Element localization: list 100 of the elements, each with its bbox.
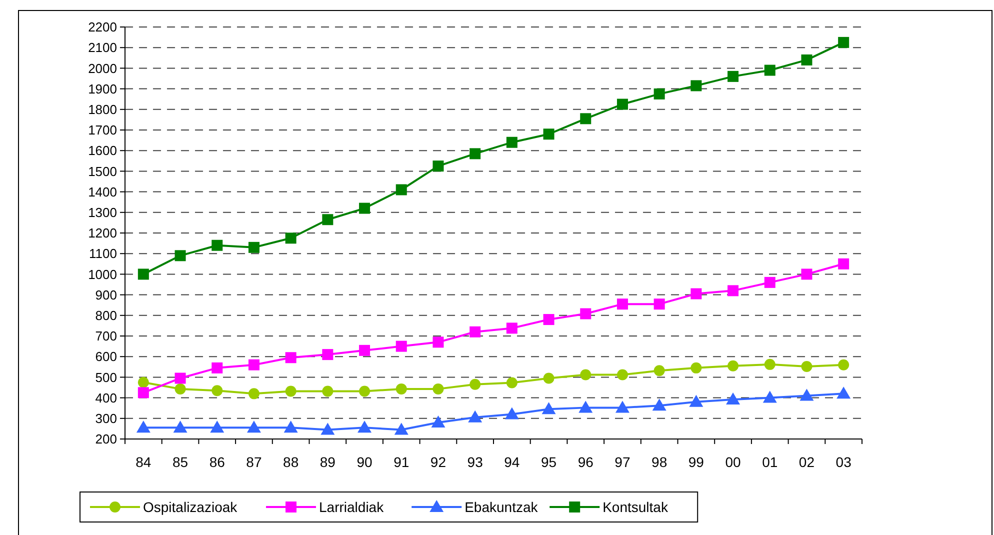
point (542, 402, 556, 414)
point (838, 359, 850, 370)
x-tick-label: 93 (467, 454, 484, 470)
point (470, 148, 481, 160)
point (690, 80, 702, 92)
point (285, 386, 296, 397)
point (543, 314, 554, 326)
point (468, 410, 482, 422)
legend-label: Ospitalizazioak (143, 498, 238, 515)
point (138, 387, 149, 398)
point (652, 398, 666, 411)
point (210, 420, 224, 433)
y-tick-label: 600 (95, 349, 117, 364)
point (800, 388, 814, 401)
point (470, 378, 481, 390)
point (212, 362, 223, 374)
x-tick-label: 95 (540, 454, 557, 470)
x-tick-label: 98 (652, 454, 668, 470)
point (320, 422, 335, 435)
y-tick-label: 900 (95, 287, 117, 302)
point (358, 420, 372, 433)
point (506, 377, 518, 388)
y-tick-label: 2200 (88, 20, 117, 35)
x-tick-label: 89 (320, 454, 336, 470)
point (396, 383, 407, 394)
y-tick-label: 1900 (88, 81, 117, 96)
point (248, 388, 260, 400)
y-tick-label: 1100 (89, 246, 117, 262)
point (616, 298, 628, 310)
point (689, 394, 704, 407)
point (838, 36, 850, 48)
x-tick-label: 92 (430, 454, 446, 470)
point (615, 400, 630, 413)
x-tick-label: 00 (725, 454, 742, 470)
x-tick-label: 02 (798, 454, 815, 470)
y-tick-label: 700 (95, 328, 117, 344)
x-tick-label: 88 (283, 454, 299, 470)
y-tick-label: 1300 (88, 204, 117, 220)
point (359, 202, 370, 214)
point (174, 372, 186, 384)
point (690, 362, 702, 374)
point (504, 407, 519, 420)
point (654, 365, 665, 376)
legend-label: Ebakuntzak (464, 498, 539, 515)
y-tick-label: 500 (95, 370, 117, 385)
point (138, 268, 149, 280)
x-tick-label: 87 (246, 454, 262, 470)
point (764, 358, 776, 370)
x-tick-label: 03 (836, 454, 852, 470)
point (616, 98, 628, 110)
point (138, 376, 149, 388)
y-tick-label: 1700 (88, 122, 117, 138)
y-tick-label: 2100 (88, 40, 117, 56)
point (284, 420, 298, 433)
point (322, 214, 334, 226)
x-tick-label: 97 (614, 454, 630, 470)
x-tick-label: 99 (688, 454, 704, 470)
x-tick-label: 01 (762, 454, 778, 470)
x-tick-label: 96 (578, 454, 594, 470)
point (616, 369, 628, 380)
point (543, 128, 554, 140)
point (359, 386, 370, 397)
point (764, 276, 776, 288)
point (396, 184, 407, 196)
point (838, 258, 850, 270)
point (580, 113, 592, 124)
x-tick-label: 86 (209, 454, 226, 470)
point (285, 352, 296, 364)
point (580, 308, 592, 320)
point (285, 232, 296, 244)
y-tick-label: 300 (95, 410, 117, 426)
y-tick-label: 2000 (88, 60, 117, 76)
point (506, 136, 518, 148)
point (173, 420, 188, 433)
point (432, 160, 444, 172)
point (322, 386, 334, 397)
point (136, 420, 150, 433)
point (764, 64, 776, 76)
point (396, 340, 407, 352)
point (801, 268, 812, 280)
y-tick-label: 1500 (88, 164, 117, 179)
point (728, 70, 739, 82)
point (470, 326, 481, 338)
point (359, 344, 370, 356)
point (801, 54, 812, 66)
point (836, 386, 851, 399)
point (726, 392, 740, 404)
x-tick-label: 91 (394, 454, 410, 470)
point (174, 250, 186, 262)
x-tick-label: 90 (356, 454, 373, 470)
x-tick-label: 85 (172, 454, 188, 470)
point (578, 400, 593, 413)
point (543, 372, 554, 384)
point (432, 383, 444, 394)
point (322, 349, 334, 360)
point (728, 360, 739, 372)
x-tick-label: 84 (136, 454, 152, 470)
y-tick-label: 1400 (88, 184, 117, 200)
y-tick-label: 1000 (88, 266, 117, 282)
point (246, 420, 261, 433)
